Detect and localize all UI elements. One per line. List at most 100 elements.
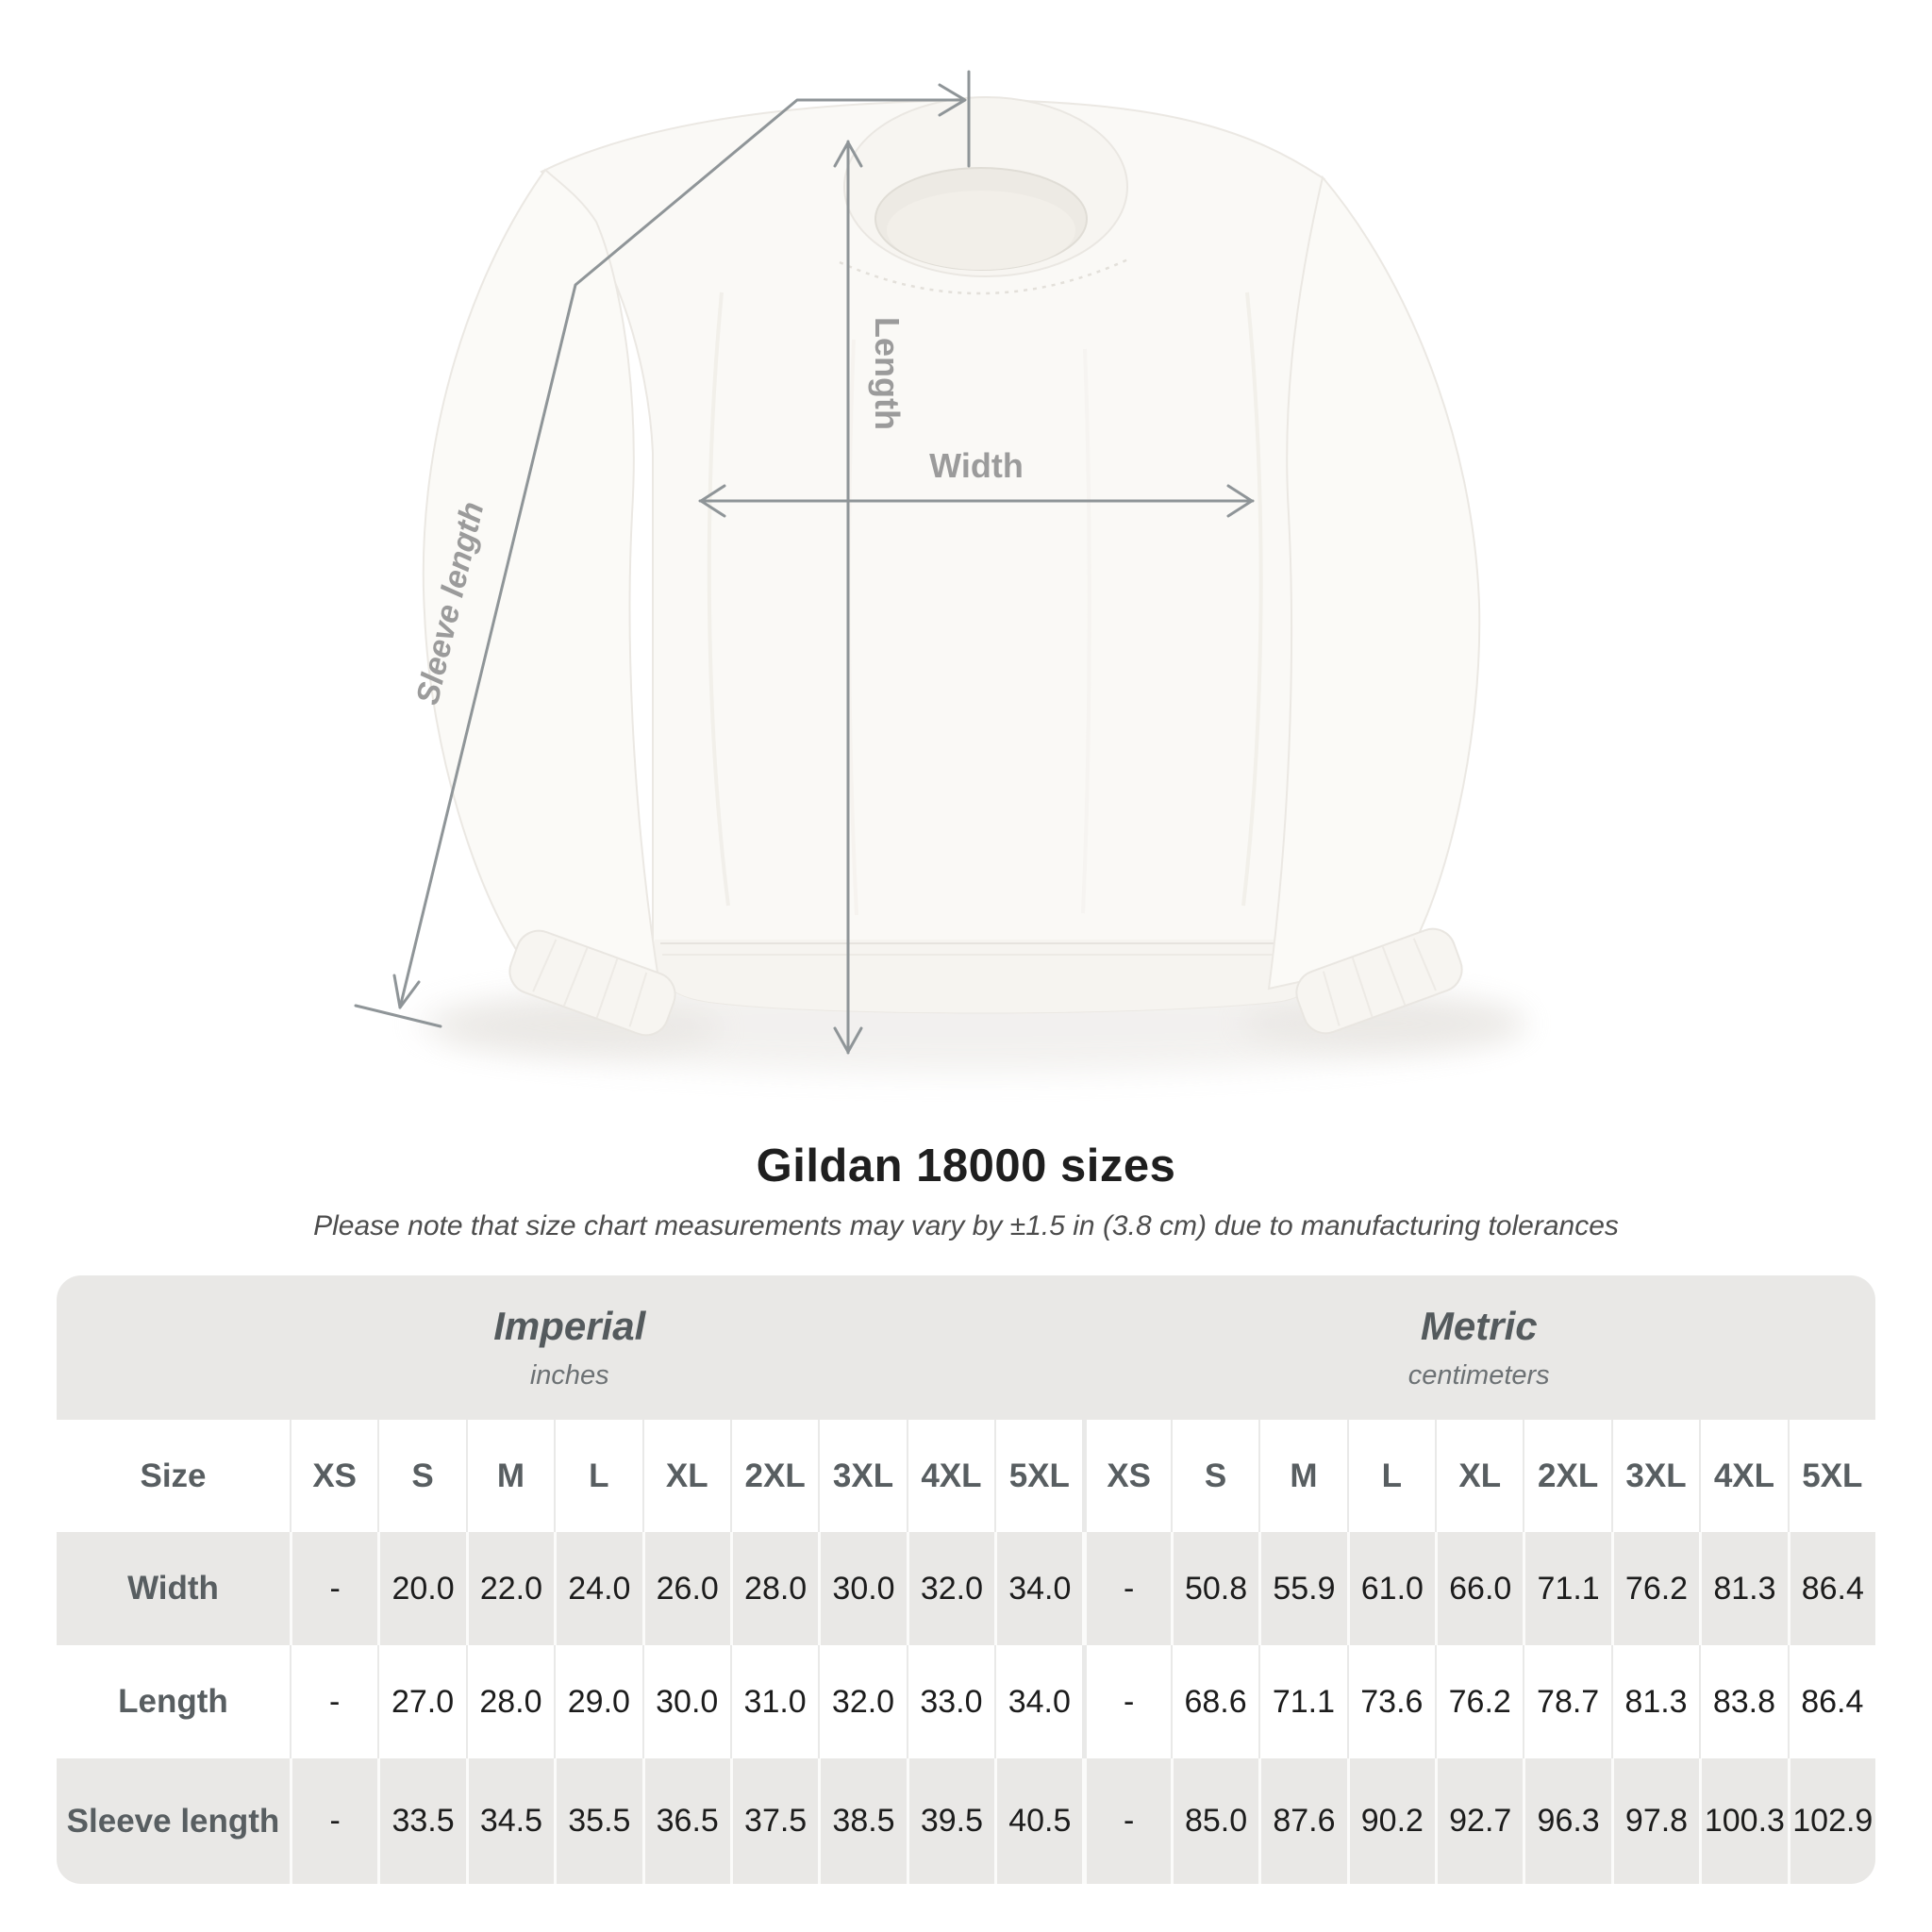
value-cell: -	[1082, 1758, 1170, 1884]
value-cell: 66.0	[1435, 1532, 1523, 1645]
unit-group-imperial: Imperial inches	[57, 1275, 1083, 1420]
value-cell: 86.4	[1787, 1532, 1875, 1645]
value-cell: -	[290, 1532, 377, 1645]
value-cell: 90.2	[1346, 1758, 1435, 1884]
tolerance-note: Please note that size chart measurements…	[313, 1210, 1619, 1241]
value-cell: 30.0	[641, 1645, 730, 1758]
size-column-header-imperial-3xl: 3XL	[818, 1420, 906, 1532]
row-label: Length	[118, 1683, 228, 1720]
length-arrow-up-icon	[833, 141, 863, 168]
value-cell: 87.6	[1258, 1758, 1346, 1884]
hem-band	[653, 940, 1324, 1013]
unit-header-band: Imperial inches Metric centimeters	[57, 1275, 1875, 1420]
value-cell: 20.0	[377, 1532, 465, 1645]
size-column-header-metric-xs: XS	[1082, 1420, 1170, 1532]
page-title: Gildan 18000 sizes	[756, 1141, 1176, 1191]
metric-unit-label: centimeters	[1407, 1360, 1550, 1391]
metric-label: Metric	[1420, 1304, 1538, 1348]
sleeve-length-line	[398, 98, 966, 1009]
value-cell: 33.0	[906, 1645, 994, 1758]
width-arrow-left-icon	[699, 484, 726, 518]
left-sleeve	[422, 168, 662, 992]
length-dimension-label: Length	[868, 317, 907, 430]
width-dimension-label: Width	[929, 446, 1024, 485]
value-cell: 37.5	[729, 1758, 818, 1884]
size-table: Imperial inches Metric centimeters Size …	[57, 1275, 1875, 1884]
value-cell: 61.0	[1346, 1532, 1435, 1645]
unit-group-metric: Metric centimeters	[1083, 1275, 1876, 1420]
right-sleeve	[1267, 175, 1481, 991]
value-cell: 34.5	[465, 1758, 554, 1884]
value-cell: 96.3	[1523, 1758, 1610, 1884]
value-cell: 32.0	[818, 1645, 906, 1758]
value-cell: 76.2	[1435, 1645, 1523, 1758]
value-cell: 28.0	[465, 1645, 554, 1758]
value-cell: -	[1082, 1645, 1170, 1758]
size-column-header-metric-3xl: 3XL	[1610, 1420, 1699, 1532]
row-label: Width	[127, 1570, 219, 1607]
collar-inner-back	[887, 191, 1075, 270]
table-row-width: Width -20.0 22.0 24.0 26.0 28.0 30.0 32.0 34.0-5…	[57, 1532, 1875, 1645]
sweatshirt-measurement-diagram: Length Width Sleeve length	[354, 70, 1528, 1073]
sleeve-length-stop-line	[354, 1004, 442, 1028]
collar-stitch	[839, 257, 1131, 295]
sleeve-length-arrow-right-icon	[938, 83, 967, 117]
left-cuff	[508, 929, 676, 1037]
value-cell: 97.8	[1610, 1758, 1699, 1884]
size-column-header-metric-2xl: 2XL	[1523, 1420, 1610, 1532]
value-cell: 29.0	[554, 1645, 641, 1758]
size-column-header-metric-5xl: 5XL	[1787, 1420, 1875, 1532]
right-cuff	[1295, 927, 1463, 1035]
sweatshirt-diagram-svg: Length Width Sleeve length	[354, 70, 1528, 1073]
size-column-header-imperial-5xl: 5XL	[994, 1420, 1082, 1532]
value-cell: 22.0	[465, 1532, 554, 1645]
sleeve-length-arrow-cuff-icon	[392, 974, 421, 1009]
size-column-header-imperial-2xl: 2XL	[729, 1420, 818, 1532]
imperial-unit-label: inches	[529, 1360, 609, 1391]
value-cell: 102.9	[1787, 1758, 1875, 1884]
value-cell: 81.3	[1699, 1532, 1787, 1645]
size-column-header-imperial-l: L	[554, 1420, 641, 1532]
size-corner-label: Size	[140, 1457, 207, 1494]
size-column-header-imperial-m: M	[465, 1420, 554, 1532]
value-cell: 28.0	[729, 1532, 818, 1645]
value-cell: 31.0	[729, 1645, 818, 1758]
value-cell: 34.0	[994, 1645, 1082, 1758]
imperial-label: Imperial	[493, 1304, 646, 1348]
value-cell: 39.5	[906, 1758, 994, 1884]
row-label: Sleeve length	[66, 1802, 280, 1840]
value-cell: 50.8	[1170, 1532, 1258, 1645]
value-cell: 26.0	[641, 1532, 730, 1645]
size-column-header-metric-s: S	[1170, 1420, 1258, 1532]
size-column-header-imperial-xl: XL	[641, 1420, 730, 1532]
size-header-row: Size XS S M L XL 2XL 3XL 4XL 5XL XS S M L XL 2XL 3XL 4XL…	[57, 1420, 1875, 1532]
value-cell: 40.5	[994, 1758, 1082, 1884]
width-arrow-right-icon	[1226, 484, 1254, 518]
value-cell: 36.5	[641, 1758, 730, 1884]
size-table-body: Width -20.0 22.0 24.0 26.0 28.0 30.0 32.0 34.0-5…	[57, 1532, 1875, 1884]
size-column-header-metric-m: M	[1258, 1420, 1346, 1532]
value-cell: 83.8	[1699, 1645, 1787, 1758]
value-cell: -	[290, 1758, 377, 1884]
value-cell: 71.1	[1258, 1645, 1346, 1758]
value-cell: 30.0	[818, 1532, 906, 1645]
value-cell: 34.0	[994, 1532, 1082, 1645]
table-row-sleeve-length: Sleeve length -33.5 34.5 35.5 36.5 37.5 38.5 39…	[57, 1758, 1875, 1884]
value-cell: 68.6	[1170, 1645, 1258, 1758]
size-column-header-metric-xl: XL	[1435, 1420, 1523, 1532]
value-cell: 24.0	[554, 1532, 641, 1645]
value-cell: 33.5	[377, 1758, 465, 1884]
value-cell: 81.3	[1610, 1645, 1699, 1758]
size-column-header-metric-4xl: 4XL	[1699, 1420, 1787, 1532]
length-arrow-down-icon	[833, 1026, 863, 1054]
value-cell: 100.3	[1699, 1758, 1787, 1884]
value-cell: 92.7	[1435, 1758, 1523, 1884]
value-cell: 35.5	[554, 1758, 641, 1884]
value-cell: 76.2	[1610, 1532, 1699, 1645]
value-cell: -	[1082, 1532, 1170, 1645]
value-cell: -	[290, 1645, 377, 1758]
size-column-header-imperial-s: S	[377, 1420, 465, 1532]
value-cell: 55.9	[1258, 1532, 1346, 1645]
value-cell: 38.5	[818, 1758, 906, 1884]
